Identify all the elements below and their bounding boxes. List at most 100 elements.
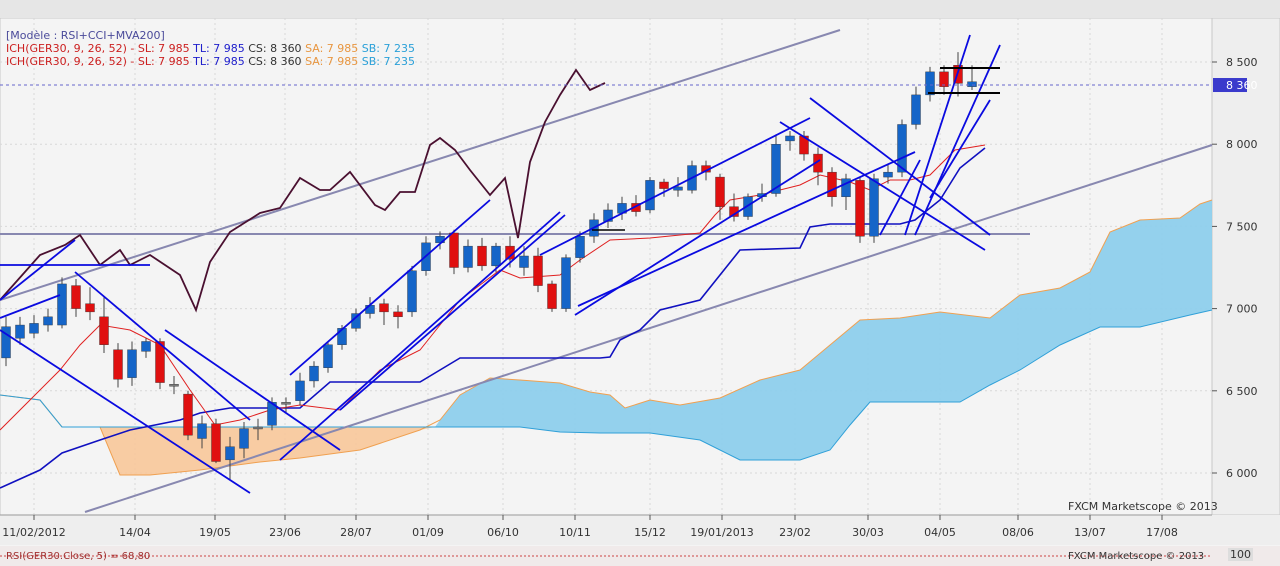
candle-body	[57, 283, 67, 326]
y-tick-label: 8 500	[1226, 56, 1258, 69]
x-axis-area	[0, 515, 1280, 545]
candle-body	[533, 255, 543, 286]
tenkan-line	[0, 144, 986, 431]
senkou-span-a	[0, 199, 1213, 476]
candle-body	[673, 186, 683, 191]
trend-line	[0, 294, 61, 319]
sl-value: SL: 7 985	[137, 55, 190, 68]
candle-body	[883, 171, 893, 178]
candle-body	[253, 426, 263, 430]
rsi-panel-value: 100	[1228, 548, 1253, 561]
candle-body	[897, 124, 907, 173]
candle-body	[855, 180, 865, 237]
y-tick-label: 7 500	[1226, 220, 1258, 233]
ich-label: ICH(GER30, 9, 26, 52) -	[6, 55, 135, 68]
price-tag	[1213, 78, 1247, 93]
x-tick-label: 04/05	[924, 526, 956, 539]
candle-body	[169, 384, 179, 387]
y-tick-label: 8 000	[1226, 138, 1258, 151]
candle-body	[911, 94, 921, 125]
model-label: [Modèle : RSI+CCI+MVA200]	[6, 29, 165, 42]
candle-body	[1, 326, 11, 359]
trend-line	[779, 121, 986, 251]
candle-body	[491, 245, 501, 267]
x-tick-label: 23/06	[269, 526, 301, 539]
candle-body	[239, 428, 249, 449]
credit-text: FXCM Marketscope © 2013	[1068, 500, 1218, 513]
trend-line	[809, 97, 991, 236]
x-tick-label: 08/06	[1002, 526, 1034, 539]
y-tick-label: 7 000	[1226, 303, 1258, 316]
candle-body	[141, 341, 151, 352]
candle-body	[85, 303, 95, 313]
candle-body	[155, 341, 165, 383]
candle-body	[309, 365, 319, 382]
kumo-bullish	[435, 200, 1212, 460]
sa-value: SA: 7 985	[305, 42, 359, 55]
candle-body	[939, 71, 949, 87]
tl-value: TL: 7 985	[193, 55, 245, 68]
candle-body	[365, 305, 375, 314]
candle-body	[869, 178, 879, 237]
x-tick-label: 10/11	[559, 526, 591, 539]
sb-value: SB: 7 235	[361, 55, 416, 68]
credit-text-bottom: FXCM Marketscope © 2013	[1068, 551, 1205, 562]
candle-body	[295, 380, 305, 401]
x-tick-label: 17/08	[1146, 526, 1178, 539]
candle-body	[393, 311, 403, 318]
candle-body	[715, 176, 725, 207]
candle-body	[827, 171, 837, 198]
sl-value: SL: 7 985	[137, 42, 190, 55]
candle-body	[477, 245, 487, 267]
sb-value: SB: 7 235	[361, 42, 416, 55]
legend-line-1: ICH(GER30, 9, 26, 52) - SL: 7 985 TL: 7 …	[6, 42, 415, 55]
candle-body	[15, 324, 25, 339]
candle-body	[575, 236, 585, 258]
candle-body	[99, 316, 109, 345]
candle-body	[183, 393, 193, 436]
x-tick-label: 11/02/2012	[2, 526, 65, 539]
candle-body	[463, 245, 473, 268]
candle-body	[771, 143, 781, 194]
long-trend-line-upper	[0, 29, 841, 301]
x-tick-label: 30/03	[852, 526, 884, 539]
cs-value: CS: 8 360	[248, 55, 302, 68]
trend-line	[539, 117, 811, 256]
x-tick-label: 13/07	[1074, 526, 1106, 539]
x-tick-label: 19/01/2013	[690, 526, 753, 539]
trend-line	[164, 329, 341, 451]
candle-body	[29, 323, 39, 334]
trend-line	[339, 214, 566, 411]
ich-label: ICH(GER30, 9, 26, 52) -	[6, 42, 135, 55]
y-axis-area	[1211, 17, 1280, 516]
candle-body	[785, 135, 795, 142]
x-tick-label: 06/10	[487, 526, 519, 539]
candle-body	[337, 328, 347, 345]
candle-body	[71, 285, 81, 309]
candle-body	[281, 402, 291, 405]
candle-body	[379, 303, 389, 313]
sa-value: SA: 7 985	[305, 55, 359, 68]
candle-body	[547, 283, 557, 309]
trend-line	[0, 329, 251, 494]
trend-line	[929, 99, 991, 199]
candle-body	[631, 203, 641, 212]
candle-body	[967, 81, 977, 87]
x-tick-label: 28/07	[340, 526, 372, 539]
candle-body	[449, 232, 459, 268]
trend-line	[0, 239, 76, 301]
candle-body	[323, 344, 333, 368]
y-tick-label: 6 000	[1226, 467, 1258, 480]
candle-body	[743, 196, 753, 217]
legend-line-2: ICH(GER30, 9, 26, 52) - SL: 7 985 TL: 7 …	[6, 55, 415, 68]
candle-body	[127, 349, 137, 378]
tl-value: TL: 7 985	[193, 42, 245, 55]
x-tick-label: 01/09	[412, 526, 444, 539]
candle-body	[197, 423, 207, 439]
x-tick-label: 15/12	[634, 526, 666, 539]
candle-body	[211, 423, 221, 462]
candle-body	[841, 178, 851, 198]
candle-body	[113, 349, 123, 380]
